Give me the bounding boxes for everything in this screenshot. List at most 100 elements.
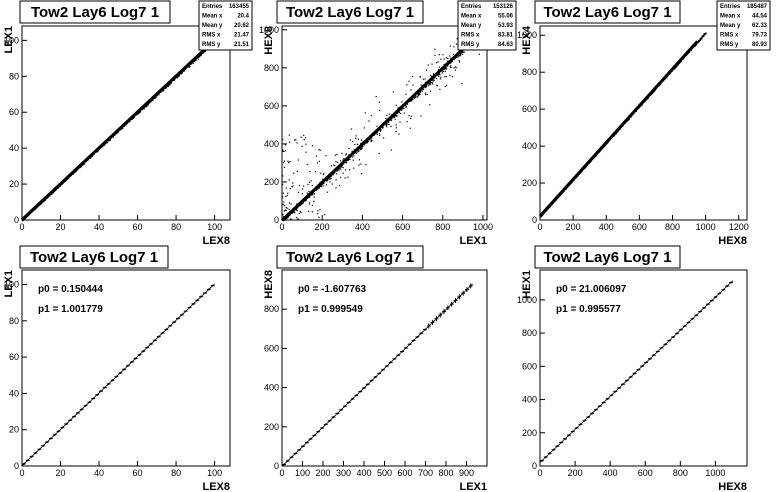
stats-value: 185487 — [747, 4, 768, 10]
scatter-point — [415, 96, 417, 98]
y-tick-label: 800 — [264, 63, 279, 73]
y-tick-label: 100 — [4, 35, 19, 45]
scatter-point — [363, 127, 365, 129]
y-tick-label: 100 — [4, 280, 19, 290]
scatter-point — [290, 203, 292, 205]
scatter-point — [420, 84, 422, 86]
stats-key: Entries — [461, 4, 482, 10]
y-tick-label: 1000 — [517, 30, 537, 40]
scatter-point — [447, 65, 449, 67]
scatter-point — [455, 67, 457, 69]
scatter-point — [366, 140, 369, 143]
scatter-point — [418, 93, 420, 95]
scatter-point — [395, 124, 397, 126]
scatter-point — [411, 75, 414, 78]
scatter-point — [449, 74, 451, 77]
scatter-point — [338, 169, 340, 171]
scatter-point — [301, 192, 303, 195]
chart-panel-1: 0 20 40 60 80 100 0 20 40 60 80 100 LEX8 LEX1 Tow2 Lay… — [3, 0, 253, 247]
scatter-point — [435, 77, 438, 80]
y-tick-label: 60 — [9, 107, 19, 117]
scatter-point — [289, 141, 291, 143]
chart-title-box — [19, 245, 169, 269]
scatter-point — [405, 93, 407, 95]
scatter-point — [347, 159, 349, 162]
x-axis-label: HEX8 — [718, 235, 747, 247]
scatter-point — [439, 74, 441, 76]
scatter-point — [283, 210, 285, 212]
scatter-point — [427, 85, 429, 87]
x-tick-label: 800 — [438, 468, 453, 478]
scatter-point — [158, 94, 160, 96]
scatter-point — [455, 43, 458, 45]
scatter-point — [440, 76, 442, 78]
x-tick-label: 40 — [94, 222, 104, 232]
y-tick-label: 800 — [522, 328, 537, 338]
x-tick-label: 600 — [397, 468, 412, 478]
scatter-point — [408, 115, 410, 117]
stats-value: 84.63 — [498, 42, 514, 48]
scatter-point — [453, 67, 455, 69]
scatter-point — [408, 80, 410, 82]
scatter-point — [461, 52, 463, 54]
scatter-point — [315, 189, 317, 192]
scatter-point — [395, 114, 397, 116]
scatter-point — [49, 195, 51, 197]
scatter-point — [345, 153, 347, 155]
scatter-point — [341, 165, 343, 167]
scatter-point — [429, 82, 431, 84]
scatter-point — [403, 107, 405, 110]
scatter-point — [391, 118, 393, 120]
scatter-point — [451, 60, 453, 63]
scatter-point — [283, 166, 285, 168]
scatter-point — [414, 97, 416, 99]
scatter-point — [459, 52, 462, 55]
chart-title: Tow2 Lay6 Log7 1 — [286, 249, 414, 266]
scatter-point — [303, 185, 305, 187]
scatter-point — [430, 74, 432, 77]
scatter-point — [283, 201, 285, 203]
scatter-point — [176, 77, 178, 79]
scatter-point — [358, 150, 360, 152]
scatter-point — [361, 139, 363, 141]
scatter-point — [392, 91, 395, 93]
scatter-point — [344, 177, 346, 179]
x-tick-label: 0 — [19, 468, 24, 478]
chart-title: Tow2 Lay6 Log7 1 — [286, 4, 414, 21]
x-tick-label: 0 — [279, 222, 284, 232]
scatter-point — [289, 161, 291, 163]
scatter-point — [373, 134, 375, 136]
scatter-point — [417, 93, 419, 95]
x-tick-label: 1000 — [696, 222, 716, 232]
scatter-point — [433, 79, 435, 82]
scatter-point — [405, 106, 408, 108]
stats-value: 62.33 — [752, 23, 768, 29]
y-tick-label: 80 — [9, 316, 19, 326]
scatter-point — [344, 169, 347, 171]
scatter-point — [361, 146, 363, 148]
scatter-point — [441, 70, 443, 72]
scatter-point — [288, 161, 290, 164]
chart-panel-2: 0 200 400 600 800 1000 0 200 400 600 800 1000 LEX1 HE… — [259, 0, 517, 247]
scatter-point — [147, 103, 149, 105]
stats-key: Mean y — [461, 23, 482, 29]
chart-title-box — [534, 245, 681, 269]
x-axis-label: LEX1 — [459, 235, 487, 247]
y-tick-label: 600 — [522, 104, 537, 114]
scatter-point — [290, 218, 292, 220]
scatter-point — [200, 54, 202, 57]
scatter-point — [700, 39, 702, 41]
scatter-point — [437, 74, 439, 76]
scatter-point — [362, 145, 364, 147]
scatter-point — [378, 101, 380, 103]
scatter-point — [308, 181, 311, 183]
scatter-point — [703, 33, 705, 35]
scatter-point — [397, 112, 399, 114]
scatter-point — [429, 104, 431, 106]
scatter-point — [321, 185, 323, 187]
scatter-point — [108, 139, 111, 142]
scatter-point — [286, 217, 288, 219]
scatter-point — [319, 209, 321, 211]
scatter-point — [360, 142, 362, 145]
scatter-point — [342, 172, 344, 174]
